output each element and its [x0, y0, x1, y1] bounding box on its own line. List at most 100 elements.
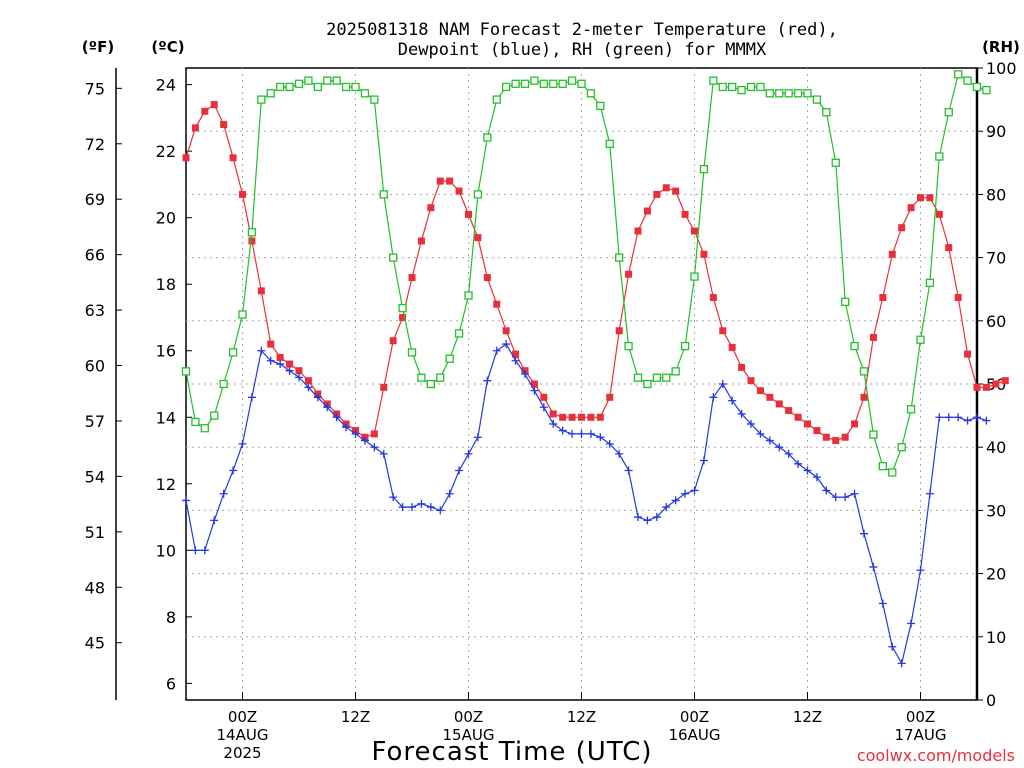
temperature-point [220, 121, 228, 129]
temperature-point [210, 101, 218, 109]
temperature-point [935, 210, 943, 218]
rh-point [436, 373, 445, 382]
dewpoint-point [455, 466, 464, 475]
temperature-point [672, 187, 680, 195]
fahrenheit-tick-label: 63 [85, 301, 105, 320]
temperature-point [483, 274, 491, 282]
rh-point [775, 89, 784, 98]
temperature-point [578, 413, 585, 421]
rh-point [294, 79, 304, 88]
rh-point [954, 70, 963, 79]
celsius-tick-label: 10 [156, 541, 176, 560]
dewpoint-point [954, 413, 963, 422]
temperature-point [587, 413, 595, 421]
temperature-point [766, 393, 774, 401]
dewpoint-point [982, 416, 991, 425]
dewpoint-point [699, 456, 708, 465]
dewpoint-point [831, 493, 840, 502]
temperature-point [436, 177, 444, 185]
temperature-point [954, 294, 962, 302]
temperature-point [474, 234, 482, 242]
dewpoint-series [182, 340, 991, 668]
rh-point [728, 82, 737, 92]
celsius-tick-label: 6 [166, 674, 176, 693]
temperature-point [832, 437, 840, 445]
rh-point [709, 76, 718, 85]
dewpoint-point [295, 373, 303, 382]
rh-point [803, 89, 812, 98]
rh-point [549, 79, 558, 88]
rh-point [605, 139, 614, 148]
dewpoint-point [850, 489, 859, 498]
x-tick-date: 17AUG [895, 726, 947, 744]
rh-point [888, 468, 897, 477]
temperature-point [257, 287, 265, 295]
dewpoint-point [652, 513, 661, 522]
celsius-tick-label: 20 [156, 209, 176, 228]
rh-point [379, 190, 388, 199]
temperature-point [643, 207, 651, 215]
rh-tick-label: 60 [986, 312, 1006, 331]
dewpoint-point [662, 503, 671, 512]
rh-point [228, 348, 238, 357]
temperature-point [804, 420, 811, 428]
temperature-point [502, 327, 510, 335]
dewpoint-point [690, 486, 699, 495]
rh-point [737, 85, 746, 95]
rh-point [417, 373, 426, 382]
temperature-point [945, 244, 953, 252]
temperature-point [907, 204, 915, 212]
dewpoint-point [615, 449, 624, 458]
x-tick-date: 16AUG [669, 726, 721, 744]
rh-tick-label: 90 [986, 122, 1006, 141]
temperature-point [756, 387, 764, 395]
x-tick-label: 00Z [228, 708, 257, 726]
rh-point [643, 379, 652, 389]
dewpoint-point [389, 493, 398, 502]
rh-point [276, 82, 285, 92]
rh-point [906, 405, 916, 414]
dewpoint-point [200, 546, 209, 555]
dewpoint-point [784, 449, 793, 458]
rh-point [690, 272, 699, 281]
fahrenheit-tick-label: 69 [85, 190, 105, 209]
dewpoint-point [304, 383, 313, 392]
temperature-point [728, 343, 736, 351]
rh-point [850, 341, 859, 351]
dewpoint-point [794, 459, 803, 468]
rh-point [266, 89, 275, 98]
temperature-point [851, 420, 859, 428]
temperature-point [898, 224, 906, 232]
dewpoint-point [398, 503, 407, 512]
credit-link[interactable]: coolwx.com/models [857, 746, 1015, 765]
temperature-point [625, 270, 633, 278]
rh-point [341, 82, 351, 92]
temperature-point [879, 294, 887, 302]
rh-point [304, 76, 313, 85]
rh-point [746, 82, 756, 92]
rh-tick-label: 80 [986, 185, 1006, 204]
rh-tick-label: 20 [986, 565, 1006, 584]
rh-point [351, 82, 360, 92]
dewpoint-point [332, 413, 341, 422]
temperature-point [822, 433, 830, 441]
dewpoint-point [634, 513, 642, 522]
chart-title-line2: Dewpoint (blue), RH (green) for MMMX [398, 40, 767, 60]
temperature-line [185, 103, 1006, 442]
rh-point [935, 152, 944, 161]
dewpoint-point [247, 393, 256, 402]
rh-point [596, 101, 605, 111]
rh-point [407, 348, 417, 357]
fahrenheit-tick-label: 57 [85, 412, 105, 431]
celsius-tick-label: 22 [156, 142, 176, 161]
temperature-point [239, 190, 246, 198]
temperature-point [530, 380, 538, 388]
data-series [181, 70, 1009, 668]
dewpoint-point [963, 416, 972, 425]
dewpoint-point [935, 413, 944, 422]
rh-point [859, 367, 869, 376]
dewpoint-point [568, 429, 577, 438]
temperature-point [229, 154, 237, 162]
dewpoint-point [944, 413, 953, 422]
rh-point [323, 76, 332, 85]
